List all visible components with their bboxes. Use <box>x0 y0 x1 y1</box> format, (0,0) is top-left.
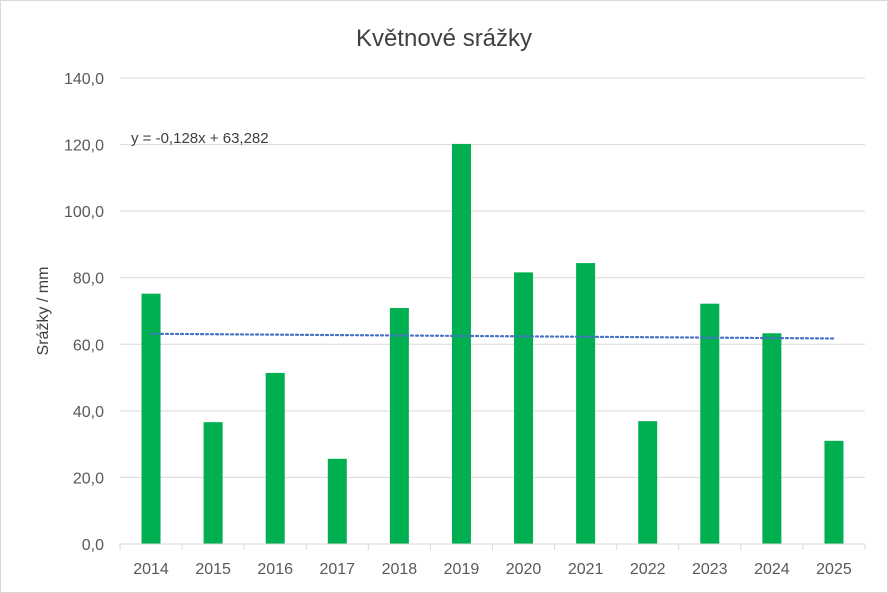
trendline-equation: y = -0,128x + 63,282 <box>131 130 269 147</box>
bar-2018 <box>389 308 409 544</box>
x-tick-label: 2017 <box>319 561 355 578</box>
y-axis-label: Srážky / mm <box>35 267 52 356</box>
bar-2019 <box>451 143 471 545</box>
y-tick-label: 80,0 <box>73 271 104 288</box>
x-tick-label: 2019 <box>444 561 480 578</box>
x-tick-label: 2018 <box>382 561 418 578</box>
trendline-group <box>149 332 836 340</box>
bar-2023 <box>700 303 720 544</box>
y-axis-tick-labels: 0,0 20,0 40,0 60,0 80,0 100,0 120,0 140,0 <box>64 71 104 554</box>
x-axis <box>119 543 866 550</box>
x-tick-label: 2025 <box>816 561 852 578</box>
bar-2017 <box>327 458 347 544</box>
bars <box>141 143 844 545</box>
x-tick-label: 2023 <box>692 561 728 578</box>
x-tick-label: 2024 <box>754 561 790 578</box>
y-tick-label: 0,0 <box>82 537 104 554</box>
y-tick-label: 40,0 <box>73 404 104 421</box>
x-tick-label: 2014 <box>133 561 169 578</box>
bar-2016 <box>265 372 285 544</box>
bar-2022 <box>638 421 658 544</box>
y-tick-label: 140,0 <box>64 71 104 88</box>
y-tick-label: 60,0 <box>73 337 104 354</box>
bar-2020 <box>514 272 534 544</box>
bar-2025 <box>824 440 844 544</box>
bar-2021 <box>576 263 596 544</box>
x-axis-tick-labels: 2014 2015 2016 2017 2018 2019 2020 2021 2022 2023… <box>133 561 852 578</box>
gridlines <box>120 77 865 478</box>
bar-2014 <box>141 293 161 544</box>
x-tick-label: 2016 <box>257 561 293 578</box>
y-tick-label: 20,0 <box>73 470 104 487</box>
bar-2024 <box>762 333 782 544</box>
x-tick-label: 2022 <box>630 561 666 578</box>
trendline <box>149 332 836 340</box>
y-tick-label: 100,0 <box>64 204 104 221</box>
bar-2015 <box>203 422 223 544</box>
x-tick-label: 2015 <box>195 561 231 578</box>
chart-title: Květnové srážky <box>356 25 532 52</box>
y-tick-label: 120,0 <box>64 138 104 155</box>
x-tick-label: 2021 <box>568 561 604 578</box>
x-tick-label: 2020 <box>506 561 542 578</box>
